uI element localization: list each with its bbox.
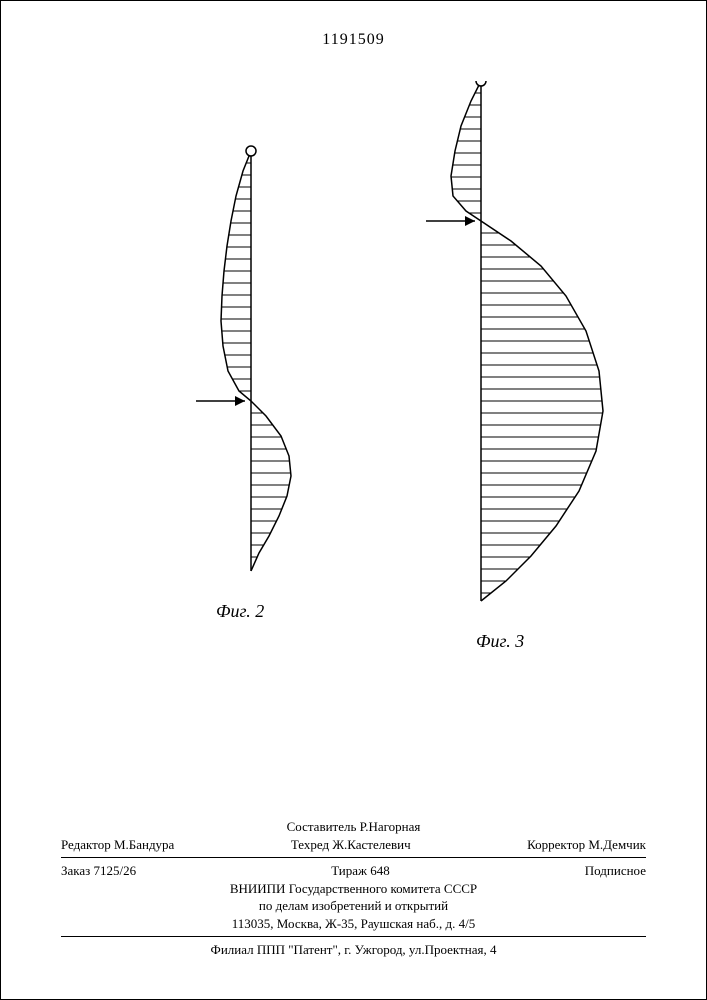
figure-2-label: Фиг. 2: [216, 601, 264, 622]
figure-3-label: Фиг. 3: [476, 631, 524, 652]
editor: Редактор М.Бандура: [61, 836, 174, 854]
org-line-2: по делам изобретений и открытий: [61, 897, 646, 915]
diagram-area: Фиг. 2 Фиг. 3: [1, 71, 706, 721]
corrector: Корректор М.Демчик: [527, 836, 646, 854]
order: Заказ 7125/26: [61, 862, 136, 880]
tirage: Тираж 648: [331, 862, 390, 880]
branch-line: Филиал ППП "Патент", г. Ужгород, ул.Прое…: [61, 941, 646, 959]
credits-row: Редактор М.Бандура Техред Ж.Кастелевич К…: [61, 836, 646, 854]
figure-3: [361, 81, 661, 621]
subscription: Подписное: [585, 862, 646, 880]
address-line: 113035, Москва, Ж-35, Раушская наб., д. …: [61, 915, 646, 933]
compiler-line: Составитель Р.Нагорная: [61, 818, 646, 836]
techred: Техред Ж.Кастелевич: [291, 836, 411, 854]
divider-1: [61, 857, 646, 858]
org-line-1: ВНИИПИ Государственного комитета СССР: [61, 880, 646, 898]
document-number: 1191509: [322, 31, 384, 49]
divider-2: [61, 936, 646, 937]
footer-block: Составитель Р.Нагорная Редактор М.Бандур…: [61, 818, 646, 959]
order-row: Заказ 7125/26 Тираж 648 Подписное: [61, 862, 646, 880]
figure-2: [131, 131, 371, 601]
page: 1191509 Фиг. 2 Фиг. 3 Составитель Р.Наго…: [0, 0, 707, 1000]
